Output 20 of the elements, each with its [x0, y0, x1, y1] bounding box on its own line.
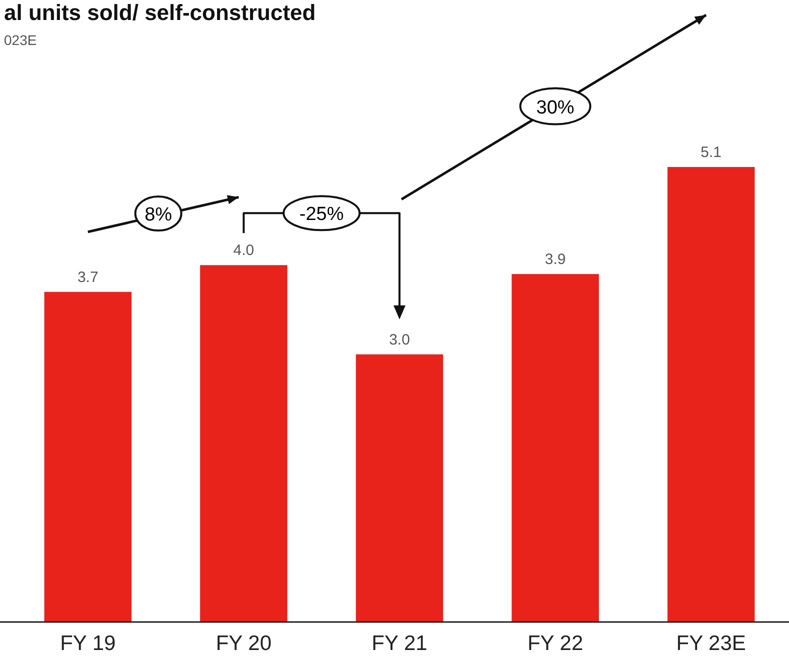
bar [667, 167, 755, 622]
x-tick-label: FY 19 [60, 632, 116, 655]
data-label: 5.1 [700, 144, 722, 161]
bar [512, 274, 599, 622]
x-tick-label: FY 22 [527, 632, 584, 655]
x-tick-label: FY 23E [676, 632, 746, 655]
x-tick-label: FY 20 [216, 632, 272, 655]
chart-title: al units sold/ self-constructed [4, 0, 316, 25]
bar [200, 265, 288, 622]
data-label: 3.7 [77, 268, 98, 286]
data-label: 3.0 [389, 331, 410, 348]
annotation: -25% [299, 204, 344, 226]
data-label: 3.9 [544, 251, 566, 268]
annotation: 8% [144, 204, 172, 226]
text: 30% [536, 97, 574, 118]
data-label: 4.0 [233, 242, 254, 260]
bar [44, 292, 132, 622]
bar [356, 354, 444, 622]
chart-subtitle: 023E [4, 32, 37, 48]
x-tick-label: FY 21 [372, 632, 428, 655]
